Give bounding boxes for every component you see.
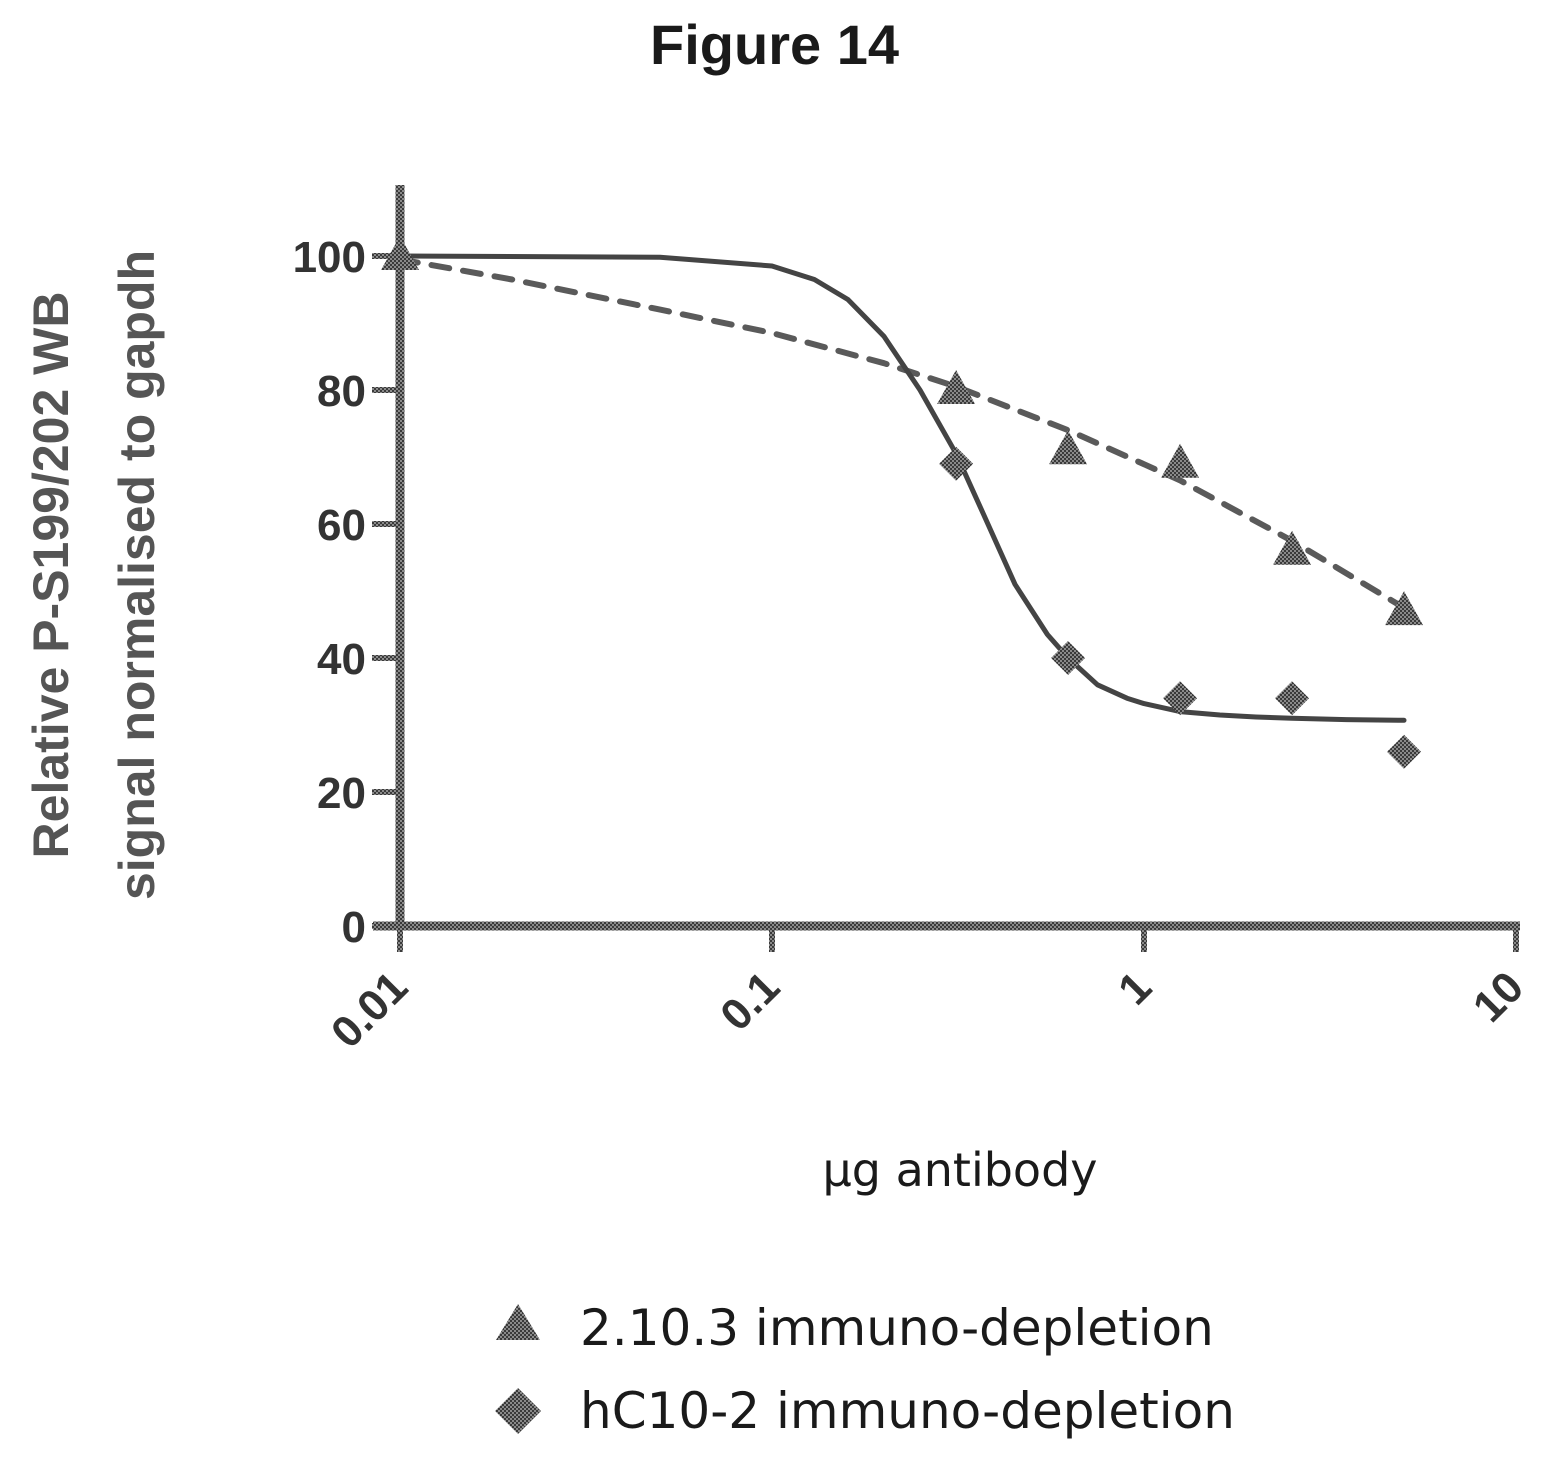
y-tick-label: 0 xyxy=(342,903,366,952)
y-tick-label: 40 xyxy=(317,635,366,684)
triangle-marker xyxy=(1049,430,1088,465)
legend-label-hc10-2: hC10-2 immuno-depletion xyxy=(580,1382,1235,1440)
x-axis-title: µg antibody xyxy=(822,1143,1097,1197)
diamond-marker xyxy=(1387,734,1422,769)
triangle-marker xyxy=(937,370,976,404)
legend-item-hc10-2: hC10-2 immuno-depletion xyxy=(495,1382,1235,1440)
y-tick-label: 60 xyxy=(317,501,366,550)
legend: 2.10.3 immuno-depletion hC10-2 immuno-de… xyxy=(495,1299,1235,1440)
y-tick-label: 80 xyxy=(317,367,366,416)
x-ticks: 0.01 0.1 1 10 xyxy=(322,926,1533,1058)
y-axis-title: Relative P-S199/202 WB signal normalised… xyxy=(23,250,165,900)
x-tick-label: 10 xyxy=(1464,962,1533,1031)
triangle-marker xyxy=(1161,443,1200,478)
fit-line-hc10-2 xyxy=(397,253,1407,723)
y-tick-label: 20 xyxy=(317,769,366,818)
legend-item-2-10-3: 2.10.3 immuno-depletion xyxy=(496,1299,1214,1357)
x-tick-label: 1 xyxy=(1109,962,1161,1014)
triangle-marker xyxy=(1385,591,1424,626)
x-tick-label: 0.01 xyxy=(322,962,417,1057)
diamond-marker xyxy=(1275,681,1310,716)
diamond-marker-icon xyxy=(495,1388,541,1434)
y-ticks: 0 20 40 60 80 100 xyxy=(293,233,400,952)
triangle-marker xyxy=(381,236,419,270)
figure-title: Figure 14 xyxy=(650,13,899,76)
y-tick-label: 100 xyxy=(293,233,366,282)
fit-lines xyxy=(397,253,1407,723)
legend-label-2-10-3: 2.10.3 immuno-depletion xyxy=(580,1299,1214,1357)
fit-line-2-10-3 xyxy=(397,256,1407,611)
data-markers xyxy=(381,236,1424,769)
y-axis-title-line-2: signal normalised to gapdh xyxy=(109,250,165,900)
diamond-marker xyxy=(1051,641,1086,675)
triangle-marker-icon xyxy=(496,1304,540,1340)
diamond-marker xyxy=(939,446,974,481)
x-tick-label: 0.1 xyxy=(711,962,789,1040)
y-axis-title-line-1: Relative P-S199/202 WB xyxy=(23,292,79,859)
diamond-marker xyxy=(1163,681,1198,716)
triangle-marker xyxy=(1273,530,1312,565)
